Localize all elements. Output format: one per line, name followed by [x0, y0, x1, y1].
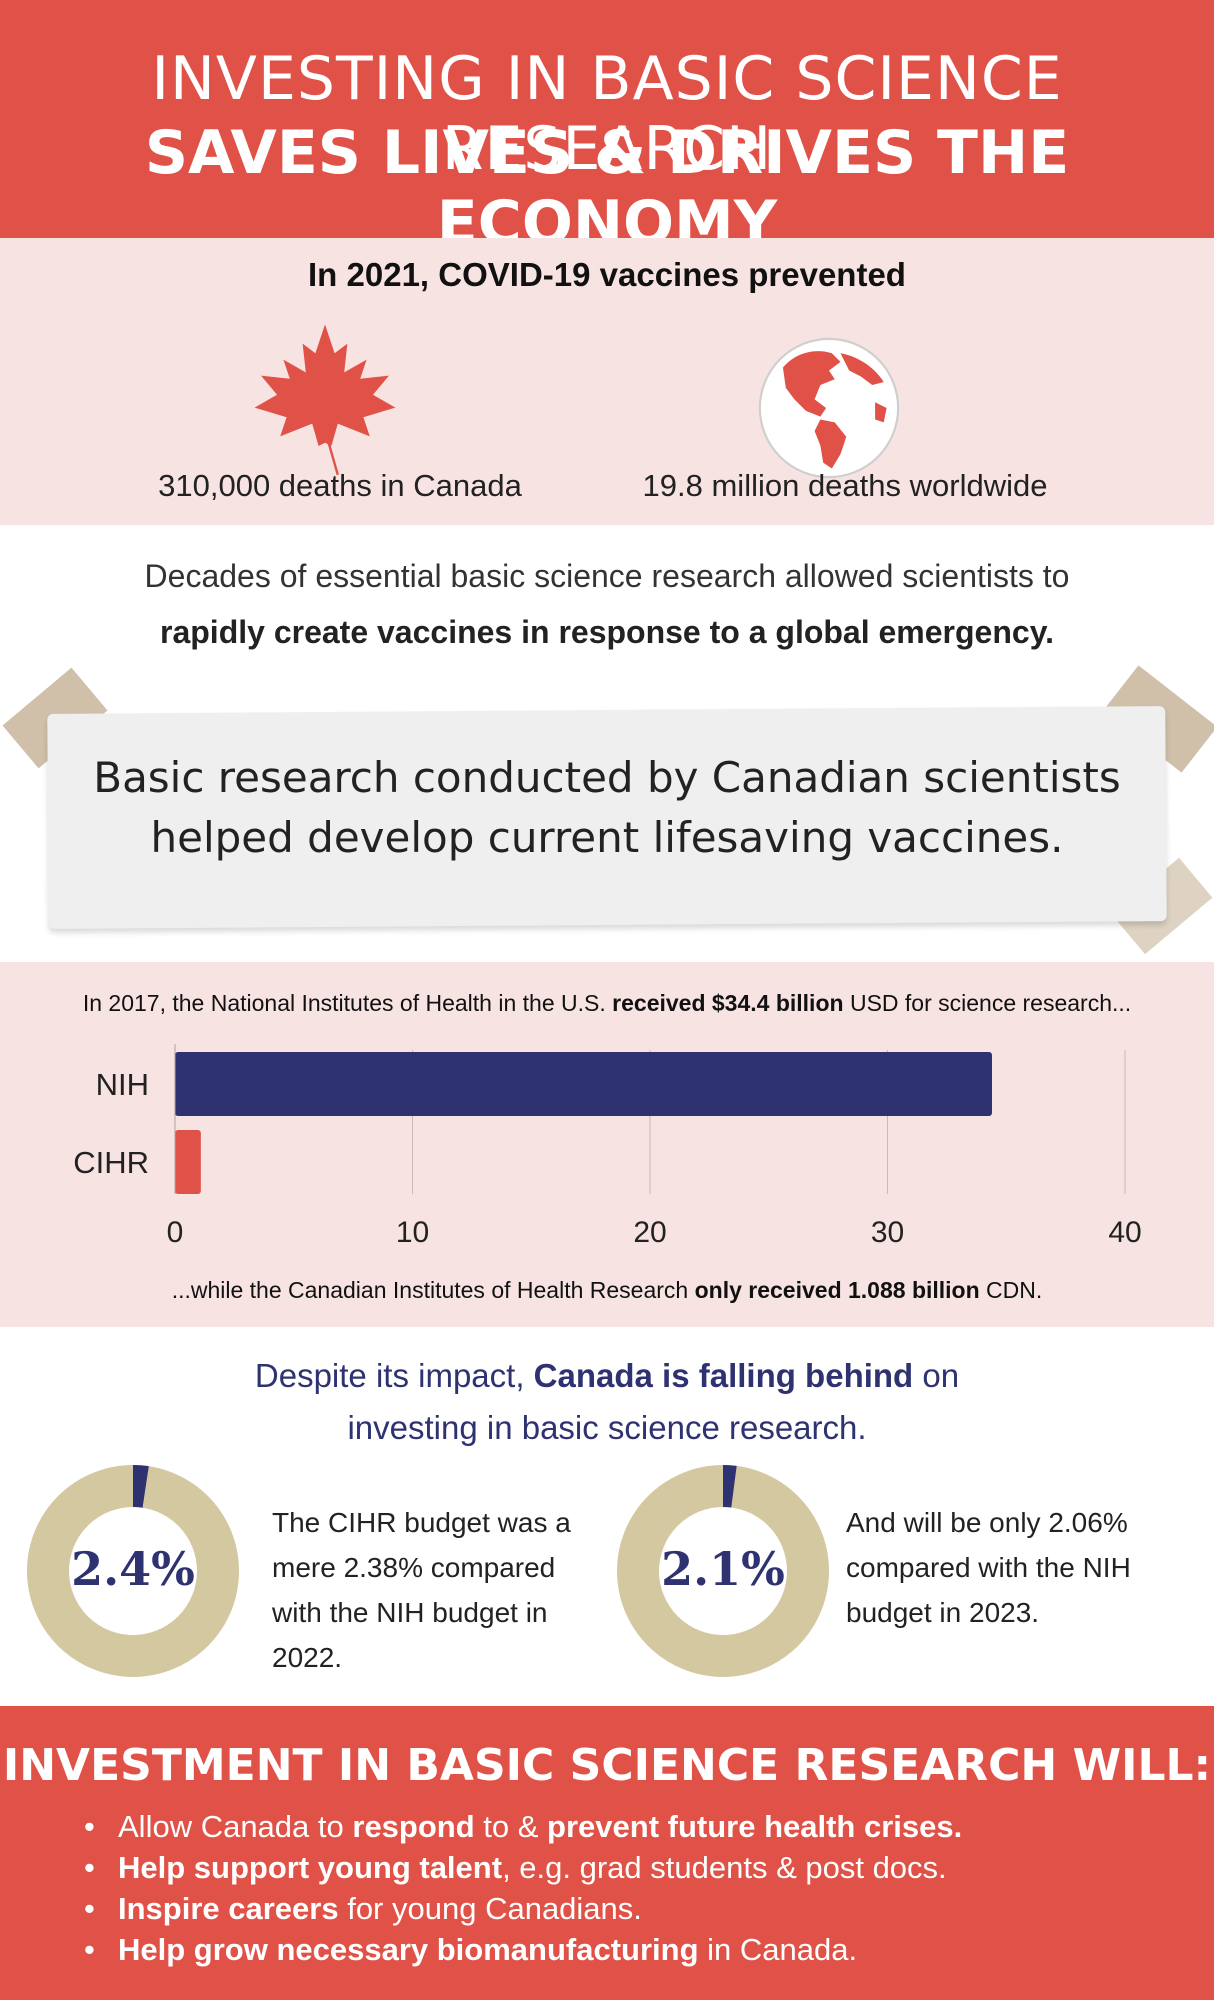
donut-2022-label: 2.4% — [71, 1542, 195, 1596]
benefit-item: Allow Canada to respond to & prevent fut… — [80, 1806, 1180, 1847]
donut-2023 — [617, 1465, 829, 1677]
category-label: CIHR — [73, 1145, 149, 1180]
bar-nih — [175, 1052, 992, 1116]
covid-heading: In 2021, COVID-19 vaccines prevented — [308, 256, 906, 293]
behind-line-2: investing in basic science research. — [347, 1409, 867, 1446]
title-line-2: SAVES LIVES & DRIVES THE ECONOMY — [144, 118, 1070, 258]
bottom-banner: INVESTMENT IN BASIC SCIENCE RESEARCH WIL… — [0, 1706, 1214, 2000]
funding-chart-section: In 2017, the National Institutes of Heal… — [0, 962, 1214, 1327]
decades-line-1: Decades of essential basic science resea… — [144, 558, 1070, 594]
falling-behind-text: Despite its impact, Canada is falling be… — [0, 1350, 1214, 1454]
chart-intro-pre: In 2017, the National Institutes of Heal… — [82, 990, 613, 1016]
x-tick-label: 30 — [871, 1216, 904, 1249]
world-deaths-stat: 19.8 million deaths worldwide — [642, 468, 1048, 503]
title-line-1: INVESTING IN BASIC SCIENCE RESEARCH — [151, 44, 1063, 184]
bottom-title: INVESTMENT IN BASIC SCIENCE RESEARCH WIL… — [2, 1740, 1212, 1791]
note-line-2: helped develop current lifesaving vaccin… — [150, 813, 1064, 862]
x-tick-label: 10 — [396, 1216, 429, 1249]
chart-outro-text: ...while the Canadian Institutes of Heal… — [0, 1277, 1214, 1304]
decades-paragraph: Decades of essential basic science resea… — [0, 548, 1214, 660]
behind-bold: Canada is falling behind — [533, 1357, 914, 1394]
header-banner: INVESTING IN BASIC SCIENCE RESEARCH SAVE… — [0, 0, 1214, 258]
behind-pre: Despite its impact, — [254, 1357, 534, 1394]
chart-intro-text: In 2017, the National Institutes of Heal… — [0, 990, 1214, 1017]
globe-icon — [758, 337, 900, 479]
x-tick-label: 40 — [1108, 1216, 1141, 1249]
note-text: Basic research conducted by Canadian sci… — [48, 748, 1166, 868]
benefits-list: Allow Canada to respond to & prevent fut… — [80, 1806, 1180, 1970]
benefit-item: Help support young talent, e.g. grad stu… — [80, 1847, 1180, 1888]
donut-2023-description: And will be only 2.06% compared with the… — [846, 1507, 1131, 1628]
canada-deaths-stat: 310,000 deaths in Canada — [158, 468, 522, 503]
behind-post: on — [913, 1357, 960, 1394]
donut-2022 — [27, 1465, 239, 1677]
benefit-item: Help grow necessary biomanufacturing in … — [80, 1929, 1180, 1970]
chart-outro-post: CDN. — [979, 1277, 1043, 1303]
decades-line-2: rapidly create vaccines in response to a… — [160, 614, 1054, 650]
donut-2023-label: 2.1% — [661, 1542, 785, 1596]
chart-outro-pre: ...while the Canadian Institutes of Heal… — [171, 1277, 695, 1303]
chart-intro-post: USD for science research... — [843, 990, 1132, 1016]
donut-fill-arc — [132, 1465, 149, 1508]
chart-outro-bold: only received 1.088 billion — [694, 1277, 980, 1303]
maple-leaf-icon — [254, 324, 396, 476]
note-line-1: Basic research conducted by Canadian sci… — [93, 753, 1121, 802]
bar-cihr — [175, 1130, 201, 1194]
funding-bar-chart: 0 10 20 30 40 NIH CIHR — [73, 1044, 1142, 1249]
donut-fill-arc — [722, 1465, 737, 1508]
x-tick-label: 0 — [167, 1216, 184, 1249]
benefit-item: Inspire careers for young Canadians. — [80, 1888, 1180, 1929]
covid-section: In 2021, COVID-19 vaccines prevented 310… — [0, 238, 1214, 525]
donut-2022-description: The CIHR budget was a mere 2.38% compare… — [272, 1507, 571, 1673]
chart-intro-bold: received $34.4 billion — [612, 990, 844, 1016]
x-tick-label: 20 — [633, 1216, 666, 1249]
category-label: NIH — [96, 1067, 149, 1102]
